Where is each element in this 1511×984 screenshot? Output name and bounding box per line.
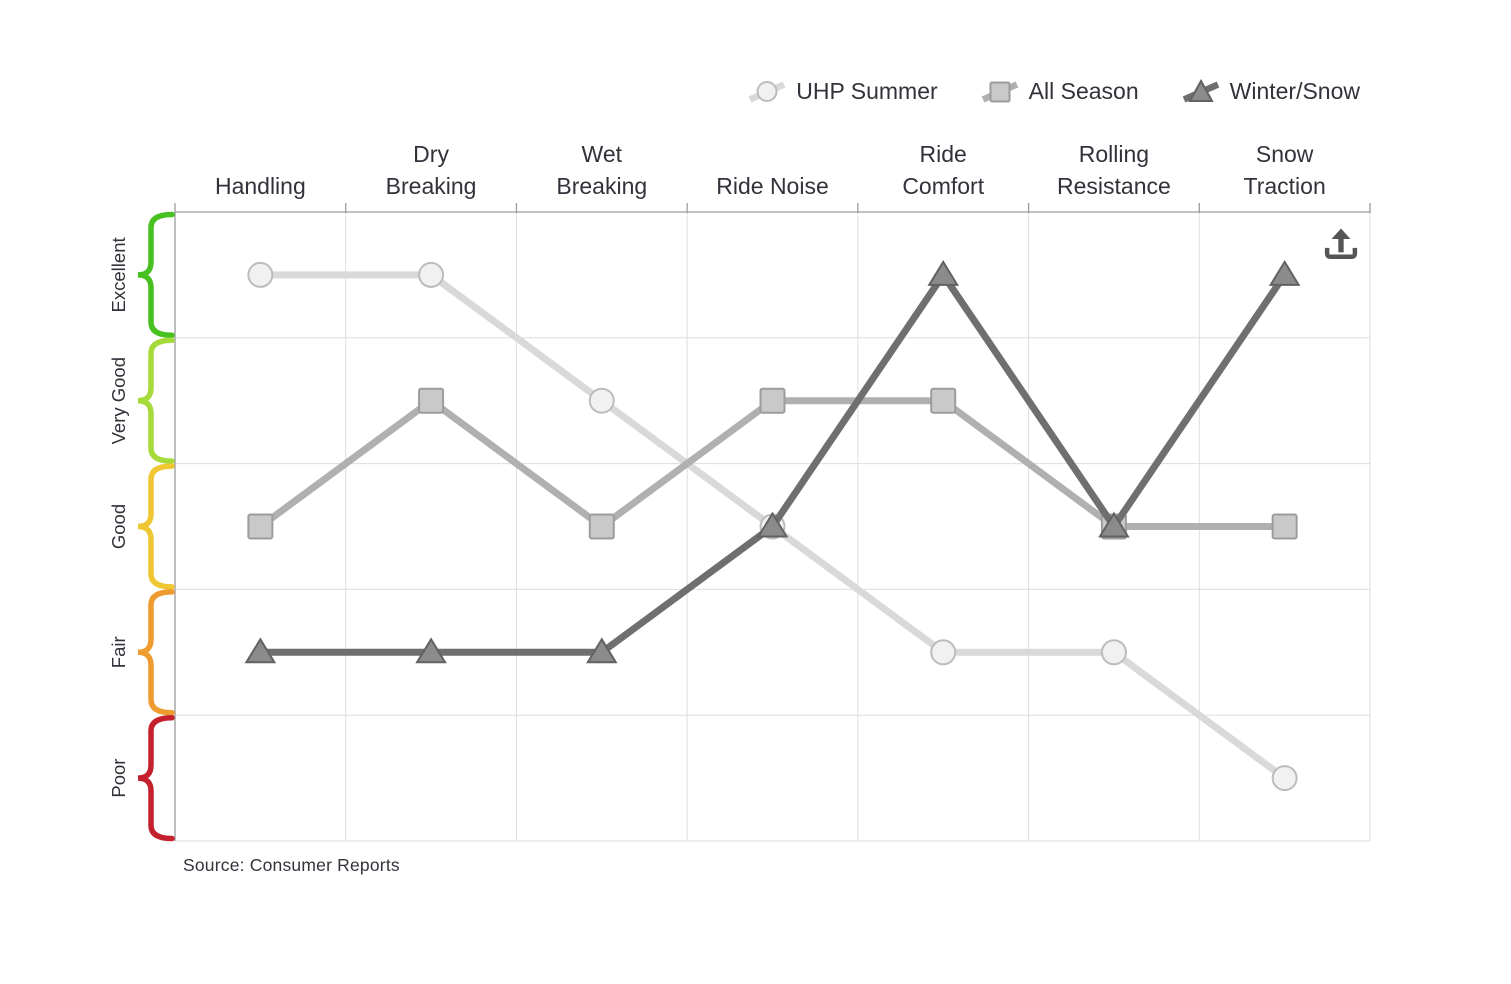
all-season-square-marker-icon <box>981 81 1018 103</box>
fair-brace <box>137 589 175 716</box>
category-header-ride-noise: Ride Noise <box>716 173 829 199</box>
uhp-summer-point-dry-breaking[interactable] <box>418 261 445 288</box>
uhp-summer-point-handling[interactable] <box>247 261 274 288</box>
all-season-point-snow-traction[interactable] <box>1271 513 1298 540</box>
category-header-dry-breaking: Dry <box>413 141 449 167</box>
uhp-summer-point-rolling-resistance[interactable] <box>1100 639 1127 666</box>
export-chart-button[interactable] <box>1317 221 1365 267</box>
good-band-label: Good <box>108 504 129 549</box>
all-season-point-wet-breaking[interactable] <box>588 513 615 540</box>
winter-snow-point-rolling-resistance[interactable] <box>1098 511 1130 538</box>
uhp-summer-point-wet-breaking[interactable] <box>588 387 615 414</box>
uhp-summer-circle-marker-icon <box>748 81 786 103</box>
legend-item-uhp-summer[interactable]: UHP Summer <box>747 77 938 105</box>
category-headers: Handling Dry Breaking Wet Breaking Ride Noise… <box>215 141 1326 199</box>
category-header-handling: Handling <box>215 173 306 199</box>
category-header-snow-traction: Snow <box>1256 141 1314 167</box>
very-good-band-label: Very Good <box>108 357 129 444</box>
category-header-ride-comfort: Comfort <box>902 173 984 199</box>
poor-band-label: Poor <box>108 759 129 798</box>
all-season-point-handling[interactable] <box>247 513 274 540</box>
very-good-brace <box>137 337 175 464</box>
all-season-point-ride-noise[interactable] <box>759 387 786 414</box>
good-brace <box>137 463 175 590</box>
axes <box>174 203 1371 841</box>
category-header-wet-breaking: Breaking <box>556 173 647 199</box>
legend-label-winter-snow: Winter/Snow <box>1229 77 1360 104</box>
all-season-point-ride-comfort[interactable] <box>930 387 957 414</box>
rating-bands: Excellent Very Good Good Fair Poor <box>108 211 175 842</box>
winter-snow-point-wet-breaking[interactable] <box>586 637 618 664</box>
winter-snow-point-ride-comfort[interactable] <box>927 259 959 286</box>
fair-band-label: Fair <box>108 636 129 668</box>
excellent-band-label: Excellent <box>108 237 129 312</box>
winter-snow-triangle-marker-icon <box>1182 78 1219 103</box>
legend-label-all-season: All Season <box>1028 77 1139 104</box>
legend-label-uhp-summer: UHP Summer <box>796 77 938 104</box>
chart-legend: UHP Summer All Season Winter/Snow <box>747 77 1360 105</box>
all-season-point-dry-breaking[interactable] <box>418 387 445 414</box>
category-header-rolling-resistance: Rolling <box>1079 141 1149 167</box>
category-header-snow-traction: Traction <box>1244 173 1326 199</box>
export-upload-icon <box>1324 228 1358 259</box>
legend-item-winter-snow[interactable]: Winter/Snow <box>1181 77 1360 105</box>
poor-brace <box>137 714 175 842</box>
uhp-summer-point-snow-traction[interactable] <box>1271 765 1298 792</box>
winter-snow-point-handling[interactable] <box>244 637 277 664</box>
series-winter-snow <box>244 259 1301 664</box>
category-header-dry-breaking: Breaking <box>386 173 477 199</box>
source-attribution: Source: Consumer Reports <box>183 855 400 875</box>
uhp-summer-point-ride-comfort[interactable] <box>930 639 957 666</box>
winter-snow-point-dry-breaking[interactable] <box>415 637 447 664</box>
category-header-wet-breaking: Wet <box>582 141 623 167</box>
winter-snow-point-ride-noise[interactable] <box>756 511 789 538</box>
category-header-ride-comfort: Ride <box>920 141 967 167</box>
excellent-brace <box>137 211 175 339</box>
category-header-rolling-resistance: Resistance <box>1057 173 1171 199</box>
winter-snow-point-snow-traction[interactable] <box>1268 259 1301 286</box>
legend-item-all-season[interactable]: All Season <box>980 77 1139 105</box>
